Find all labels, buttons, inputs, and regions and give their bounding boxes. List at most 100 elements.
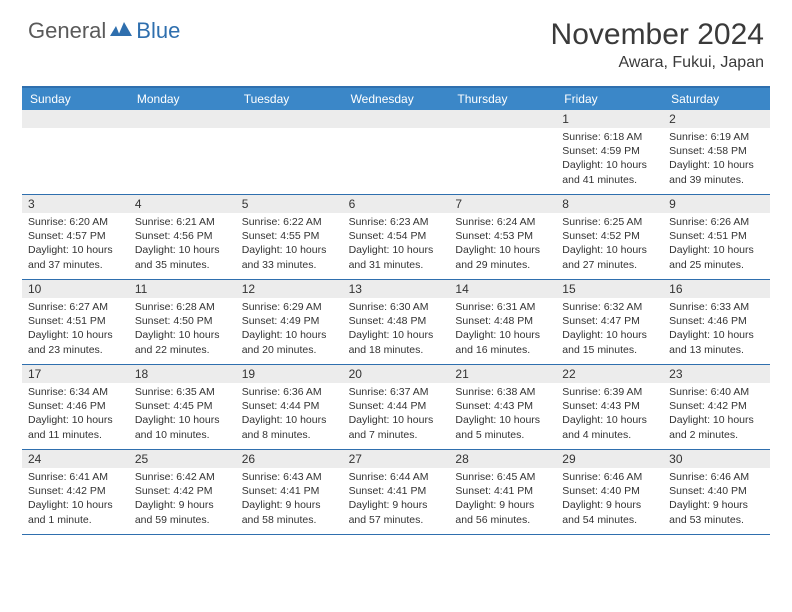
dl1-text: Daylight: 9 hours bbox=[135, 498, 230, 512]
dl1-text: Daylight: 9 hours bbox=[669, 498, 764, 512]
dl2-text: and 15 minutes. bbox=[562, 343, 657, 357]
calendar-cell: 20Sunrise: 6:37 AMSunset: 4:44 PMDayligh… bbox=[343, 365, 450, 449]
dayheader-monday: Monday bbox=[129, 88, 236, 110]
calendar-cell: 27Sunrise: 6:44 AMSunset: 4:41 PMDayligh… bbox=[343, 450, 450, 534]
sunrise-text: Sunrise: 6:42 AM bbox=[135, 470, 230, 484]
dl1-text: Daylight: 10 hours bbox=[349, 413, 444, 427]
cell-body: Sunrise: 6:31 AMSunset: 4:48 PMDaylight:… bbox=[449, 298, 556, 361]
sunrise-text: Sunrise: 6:32 AM bbox=[562, 300, 657, 314]
calendar-cell: 26Sunrise: 6:43 AMSunset: 4:41 PMDayligh… bbox=[236, 450, 343, 534]
dl2-text: and 41 minutes. bbox=[562, 173, 657, 187]
day-number: 23 bbox=[663, 365, 770, 383]
sunset-text: Sunset: 4:42 PM bbox=[669, 399, 764, 413]
cell-body: Sunrise: 6:22 AMSunset: 4:55 PMDaylight:… bbox=[236, 213, 343, 276]
dl2-text: and 11 minutes. bbox=[28, 428, 123, 442]
day-number: 15 bbox=[556, 280, 663, 298]
dl1-text: Daylight: 10 hours bbox=[669, 413, 764, 427]
dl2-text: and 29 minutes. bbox=[455, 258, 550, 272]
sunrise-text: Sunrise: 6:39 AM bbox=[562, 385, 657, 399]
sunset-text: Sunset: 4:44 PM bbox=[242, 399, 337, 413]
week-row: 17Sunrise: 6:34 AMSunset: 4:46 PMDayligh… bbox=[22, 365, 770, 450]
sunrise-text: Sunrise: 6:41 AM bbox=[28, 470, 123, 484]
dl1-text: Daylight: 10 hours bbox=[455, 328, 550, 342]
cell-body: Sunrise: 6:46 AMSunset: 4:40 PMDaylight:… bbox=[663, 468, 770, 531]
sunset-text: Sunset: 4:52 PM bbox=[562, 229, 657, 243]
day-number: 10 bbox=[22, 280, 129, 298]
calendar-cell: 21Sunrise: 6:38 AMSunset: 4:43 PMDayligh… bbox=[449, 365, 556, 449]
calendar-cell: 9Sunrise: 6:26 AMSunset: 4:51 PMDaylight… bbox=[663, 195, 770, 279]
cell-body: Sunrise: 6:39 AMSunset: 4:43 PMDaylight:… bbox=[556, 383, 663, 446]
day-number: 25 bbox=[129, 450, 236, 468]
sunrise-text: Sunrise: 6:36 AM bbox=[242, 385, 337, 399]
cell-body: Sunrise: 6:46 AMSunset: 4:40 PMDaylight:… bbox=[556, 468, 663, 531]
calendar-cell: 28Sunrise: 6:45 AMSunset: 4:41 PMDayligh… bbox=[449, 450, 556, 534]
sunset-text: Sunset: 4:44 PM bbox=[349, 399, 444, 413]
sunrise-text: Sunrise: 6:27 AM bbox=[28, 300, 123, 314]
week-row: 24Sunrise: 6:41 AMSunset: 4:42 PMDayligh… bbox=[22, 450, 770, 535]
sunset-text: Sunset: 4:51 PM bbox=[28, 314, 123, 328]
sunset-text: Sunset: 4:41 PM bbox=[349, 484, 444, 498]
sunrise-text: Sunrise: 6:19 AM bbox=[669, 130, 764, 144]
sunset-text: Sunset: 4:43 PM bbox=[562, 399, 657, 413]
calendar-cell: 14Sunrise: 6:31 AMSunset: 4:48 PMDayligh… bbox=[449, 280, 556, 364]
dl1-text: Daylight: 10 hours bbox=[242, 243, 337, 257]
dl1-text: Daylight: 10 hours bbox=[562, 328, 657, 342]
sunset-text: Sunset: 4:40 PM bbox=[562, 484, 657, 498]
cell-body: Sunrise: 6:38 AMSunset: 4:43 PMDaylight:… bbox=[449, 383, 556, 446]
sunrise-text: Sunrise: 6:46 AM bbox=[669, 470, 764, 484]
day-number: 19 bbox=[236, 365, 343, 383]
day-number: 27 bbox=[343, 450, 450, 468]
sunset-text: Sunset: 4:48 PM bbox=[455, 314, 550, 328]
logo-word-1: General bbox=[28, 18, 106, 44]
dl2-text: and 2 minutes. bbox=[669, 428, 764, 442]
sunset-text: Sunset: 4:42 PM bbox=[28, 484, 123, 498]
dl1-text: Daylight: 10 hours bbox=[562, 158, 657, 172]
cell-body: Sunrise: 6:34 AMSunset: 4:46 PMDaylight:… bbox=[22, 383, 129, 446]
page-header: General Blue November 2024 Awara, Fukui,… bbox=[0, 0, 792, 80]
sunset-text: Sunset: 4:58 PM bbox=[669, 144, 764, 158]
sunset-text: Sunset: 4:42 PM bbox=[135, 484, 230, 498]
dl1-text: Daylight: 10 hours bbox=[349, 243, 444, 257]
dl2-text: and 54 minutes. bbox=[562, 513, 657, 527]
calendar-cell: 25 Sunrise: 6:42 AMSunset: 4:42 PMDayligh… bbox=[129, 450, 236, 534]
dl1-text: Daylight: 9 hours bbox=[242, 498, 337, 512]
dayheader-tuesday: Tuesday bbox=[236, 88, 343, 110]
calendar-cell: 18Sunrise: 6:35 AMSunset: 4:45 PMDayligh… bbox=[129, 365, 236, 449]
day-number: 30 bbox=[663, 450, 770, 468]
dl2-text: and 1 minute. bbox=[28, 513, 123, 527]
cell-body: Sunrise: 6:45 AMSunset: 4:41 PMDaylight:… bbox=[449, 468, 556, 531]
sunrise-text: Sunrise: 6:33 AM bbox=[669, 300, 764, 314]
day-number: 14 bbox=[449, 280, 556, 298]
day-number: 3 bbox=[22, 195, 129, 213]
cell-body: Sunrise: 6:30 AMSunset: 4:48 PMDaylight:… bbox=[343, 298, 450, 361]
sunset-text: Sunset: 4:43 PM bbox=[455, 399, 550, 413]
sunset-text: Sunset: 4:50 PM bbox=[135, 314, 230, 328]
dl2-text: and 39 minutes. bbox=[669, 173, 764, 187]
calendar-cell: 23Sunrise: 6:40 AMSunset: 4:42 PMDayligh… bbox=[663, 365, 770, 449]
dl2-text: and 20 minutes. bbox=[242, 343, 337, 357]
dl2-text: and 59 minutes. bbox=[135, 513, 230, 527]
sunrise-text: Sunrise: 6:43 AM bbox=[242, 470, 337, 484]
dl1-text: Daylight: 10 hours bbox=[135, 413, 230, 427]
dl2-text: and 35 minutes. bbox=[135, 258, 230, 272]
cell-body: Sunrise: 6:18 AMSunset: 4:59 PMDaylight:… bbox=[556, 128, 663, 191]
calendar-cell: 15Sunrise: 6:32 AMSunset: 4:47 PMDayligh… bbox=[556, 280, 663, 364]
sunrise-text: Sunrise: 6:38 AM bbox=[455, 385, 550, 399]
cell-body: Sunrise: 6:25 AMSunset: 4:52 PMDaylight:… bbox=[556, 213, 663, 276]
sunrise-text: Sunrise: 6:24 AM bbox=[455, 215, 550, 229]
calendar-cell bbox=[129, 110, 236, 194]
dl1-text: Daylight: 10 hours bbox=[28, 413, 123, 427]
sunrise-text: Sunrise: 6:37 AM bbox=[349, 385, 444, 399]
sunrise-text: Sunrise: 6:45 AM bbox=[455, 470, 550, 484]
sunset-text: Sunset: 4:45 PM bbox=[135, 399, 230, 413]
cell-body: Sunrise: 6:21 AMSunset: 4:56 PMDaylight:… bbox=[129, 213, 236, 276]
calendar-cell: 30Sunrise: 6:46 AMSunset: 4:40 PMDayligh… bbox=[663, 450, 770, 534]
cell-body: Sunrise: 6:41 AMSunset: 4:42 PMDaylight:… bbox=[22, 468, 129, 531]
dl1-text: Daylight: 10 hours bbox=[455, 243, 550, 257]
sunset-text: Sunset: 4:41 PM bbox=[242, 484, 337, 498]
sunset-text: Sunset: 4:55 PM bbox=[242, 229, 337, 243]
sunrise-text: Sunrise: 6:28 AM bbox=[135, 300, 230, 314]
dl1-text: Daylight: 10 hours bbox=[28, 498, 123, 512]
logo-word-2: Blue bbox=[136, 18, 180, 44]
dl1-text: Daylight: 10 hours bbox=[669, 328, 764, 342]
